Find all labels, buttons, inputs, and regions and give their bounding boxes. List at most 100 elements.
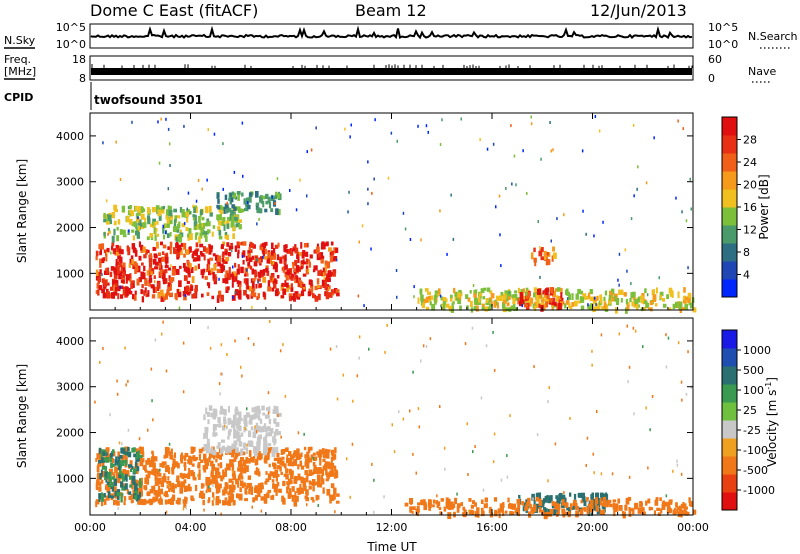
heatmap-cell xyxy=(272,261,275,265)
heatmap-cell xyxy=(227,499,232,506)
heatmap-cell xyxy=(290,461,295,467)
heatmap-cell xyxy=(630,292,634,299)
heatmap-cell xyxy=(446,504,449,509)
heatmap-cell xyxy=(124,459,128,466)
heatmap-cell xyxy=(113,486,117,492)
heatmap-cell xyxy=(252,244,256,249)
heatmap-cell xyxy=(96,465,100,473)
heatmap-cell xyxy=(227,430,231,436)
heatmap-cell xyxy=(322,448,325,455)
heatmap-cell xyxy=(126,470,130,477)
heatmap-cell xyxy=(144,280,148,286)
heatmap-cell xyxy=(285,447,289,452)
heatmap-cell xyxy=(655,287,658,294)
heatmap-cell xyxy=(357,294,360,298)
heatmap-cell xyxy=(128,495,133,501)
heatmap-cell xyxy=(443,304,446,311)
heatmap-cell xyxy=(119,285,122,289)
heatmap-cell xyxy=(208,270,212,276)
heatmap-cell xyxy=(231,191,235,196)
heatmap-cell xyxy=(220,475,224,482)
heatmap-cell xyxy=(228,266,231,274)
heatmap-cell xyxy=(398,410,400,414)
heatmap-cell xyxy=(198,492,203,499)
heatmap-cell xyxy=(146,474,151,479)
heatmap-cell xyxy=(305,489,308,495)
heatmap-cell xyxy=(220,512,222,516)
heatmap-cell xyxy=(257,293,260,299)
heatmap-cell xyxy=(247,265,252,269)
heatmap-cell xyxy=(656,507,660,512)
heatmap-cell xyxy=(312,293,315,299)
heatmap-cell xyxy=(473,298,478,304)
heatmap-cell xyxy=(259,261,262,266)
heatmap-cell xyxy=(142,246,146,253)
heatmap-cell xyxy=(125,290,129,297)
heatmap-cell xyxy=(132,235,136,241)
heatmap-cell xyxy=(596,410,598,413)
heatmap-cell xyxy=(121,492,124,497)
heatmap-cell xyxy=(267,280,271,287)
heatmap-cell xyxy=(659,497,662,502)
heatmap-cell xyxy=(324,264,328,272)
heatmap-cell xyxy=(101,501,104,507)
heatmap-cell xyxy=(201,275,204,279)
heatmap-cell xyxy=(274,202,276,205)
heatmap-cell xyxy=(510,124,512,128)
heatmap-cell xyxy=(262,269,266,276)
heatmap-cell xyxy=(165,466,169,473)
heatmap-cell xyxy=(259,247,264,251)
heatmap-cell xyxy=(299,460,303,467)
heatmap-cell xyxy=(249,440,254,447)
heatmap-cell xyxy=(205,464,209,470)
heatmap-cell xyxy=(273,418,276,423)
heatmap-cell xyxy=(131,466,134,470)
heatmap-cell xyxy=(273,248,276,254)
heatmap-cell xyxy=(282,343,284,347)
heatmap-cell xyxy=(386,323,388,327)
heatmap-cell xyxy=(171,277,175,282)
heatmap-cell xyxy=(558,493,561,498)
heatmap-cell xyxy=(247,253,251,259)
heatmap-cell xyxy=(204,275,208,280)
heatmap-cell xyxy=(226,201,228,205)
heatmap-cell xyxy=(114,207,117,212)
heatmap-cell xyxy=(210,267,213,274)
heatmap-cell xyxy=(552,297,556,302)
heatmap-cell xyxy=(325,275,329,282)
heatmap-cell xyxy=(672,509,676,515)
heatmap-cell xyxy=(117,451,120,458)
heatmap-cell xyxy=(425,306,430,311)
heatmap-cell xyxy=(216,214,220,220)
heatmap-cell xyxy=(237,451,241,456)
heatmap-cell xyxy=(222,251,226,256)
heatmap-cell xyxy=(244,487,247,494)
heatmap-cell xyxy=(212,253,216,257)
heatmap-cell xyxy=(441,303,445,310)
heatmap-cell xyxy=(161,294,165,298)
heatmap-cell xyxy=(300,242,303,249)
heatmap-cell xyxy=(626,269,628,273)
heatmap-cell xyxy=(525,302,527,306)
heatmap-cell xyxy=(183,455,186,459)
heatmap-cell xyxy=(592,306,596,313)
heatmap-cell xyxy=(293,268,297,273)
heatmap-cell xyxy=(288,451,292,457)
y-tick-label: 1000 xyxy=(56,267,84,280)
heatmap-cell xyxy=(609,503,613,508)
heatmap-cell xyxy=(678,505,683,513)
heatmap-cell xyxy=(231,215,234,222)
heatmap-cell xyxy=(99,276,102,282)
heatmap-cell xyxy=(481,306,485,311)
heatmap-cell xyxy=(209,245,214,249)
y-tick-label: 4000 xyxy=(56,130,84,143)
heatmap-cell xyxy=(231,496,234,503)
heatmap-cell xyxy=(127,288,131,292)
heatmap-cell xyxy=(235,289,239,296)
heatmap-cell xyxy=(557,509,560,515)
heatmap-cell xyxy=(683,503,687,507)
heatmap-cell xyxy=(194,226,198,231)
heatmap-cell xyxy=(373,510,375,514)
heatmap-cell xyxy=(291,296,294,301)
heatmap-cell xyxy=(288,293,293,297)
